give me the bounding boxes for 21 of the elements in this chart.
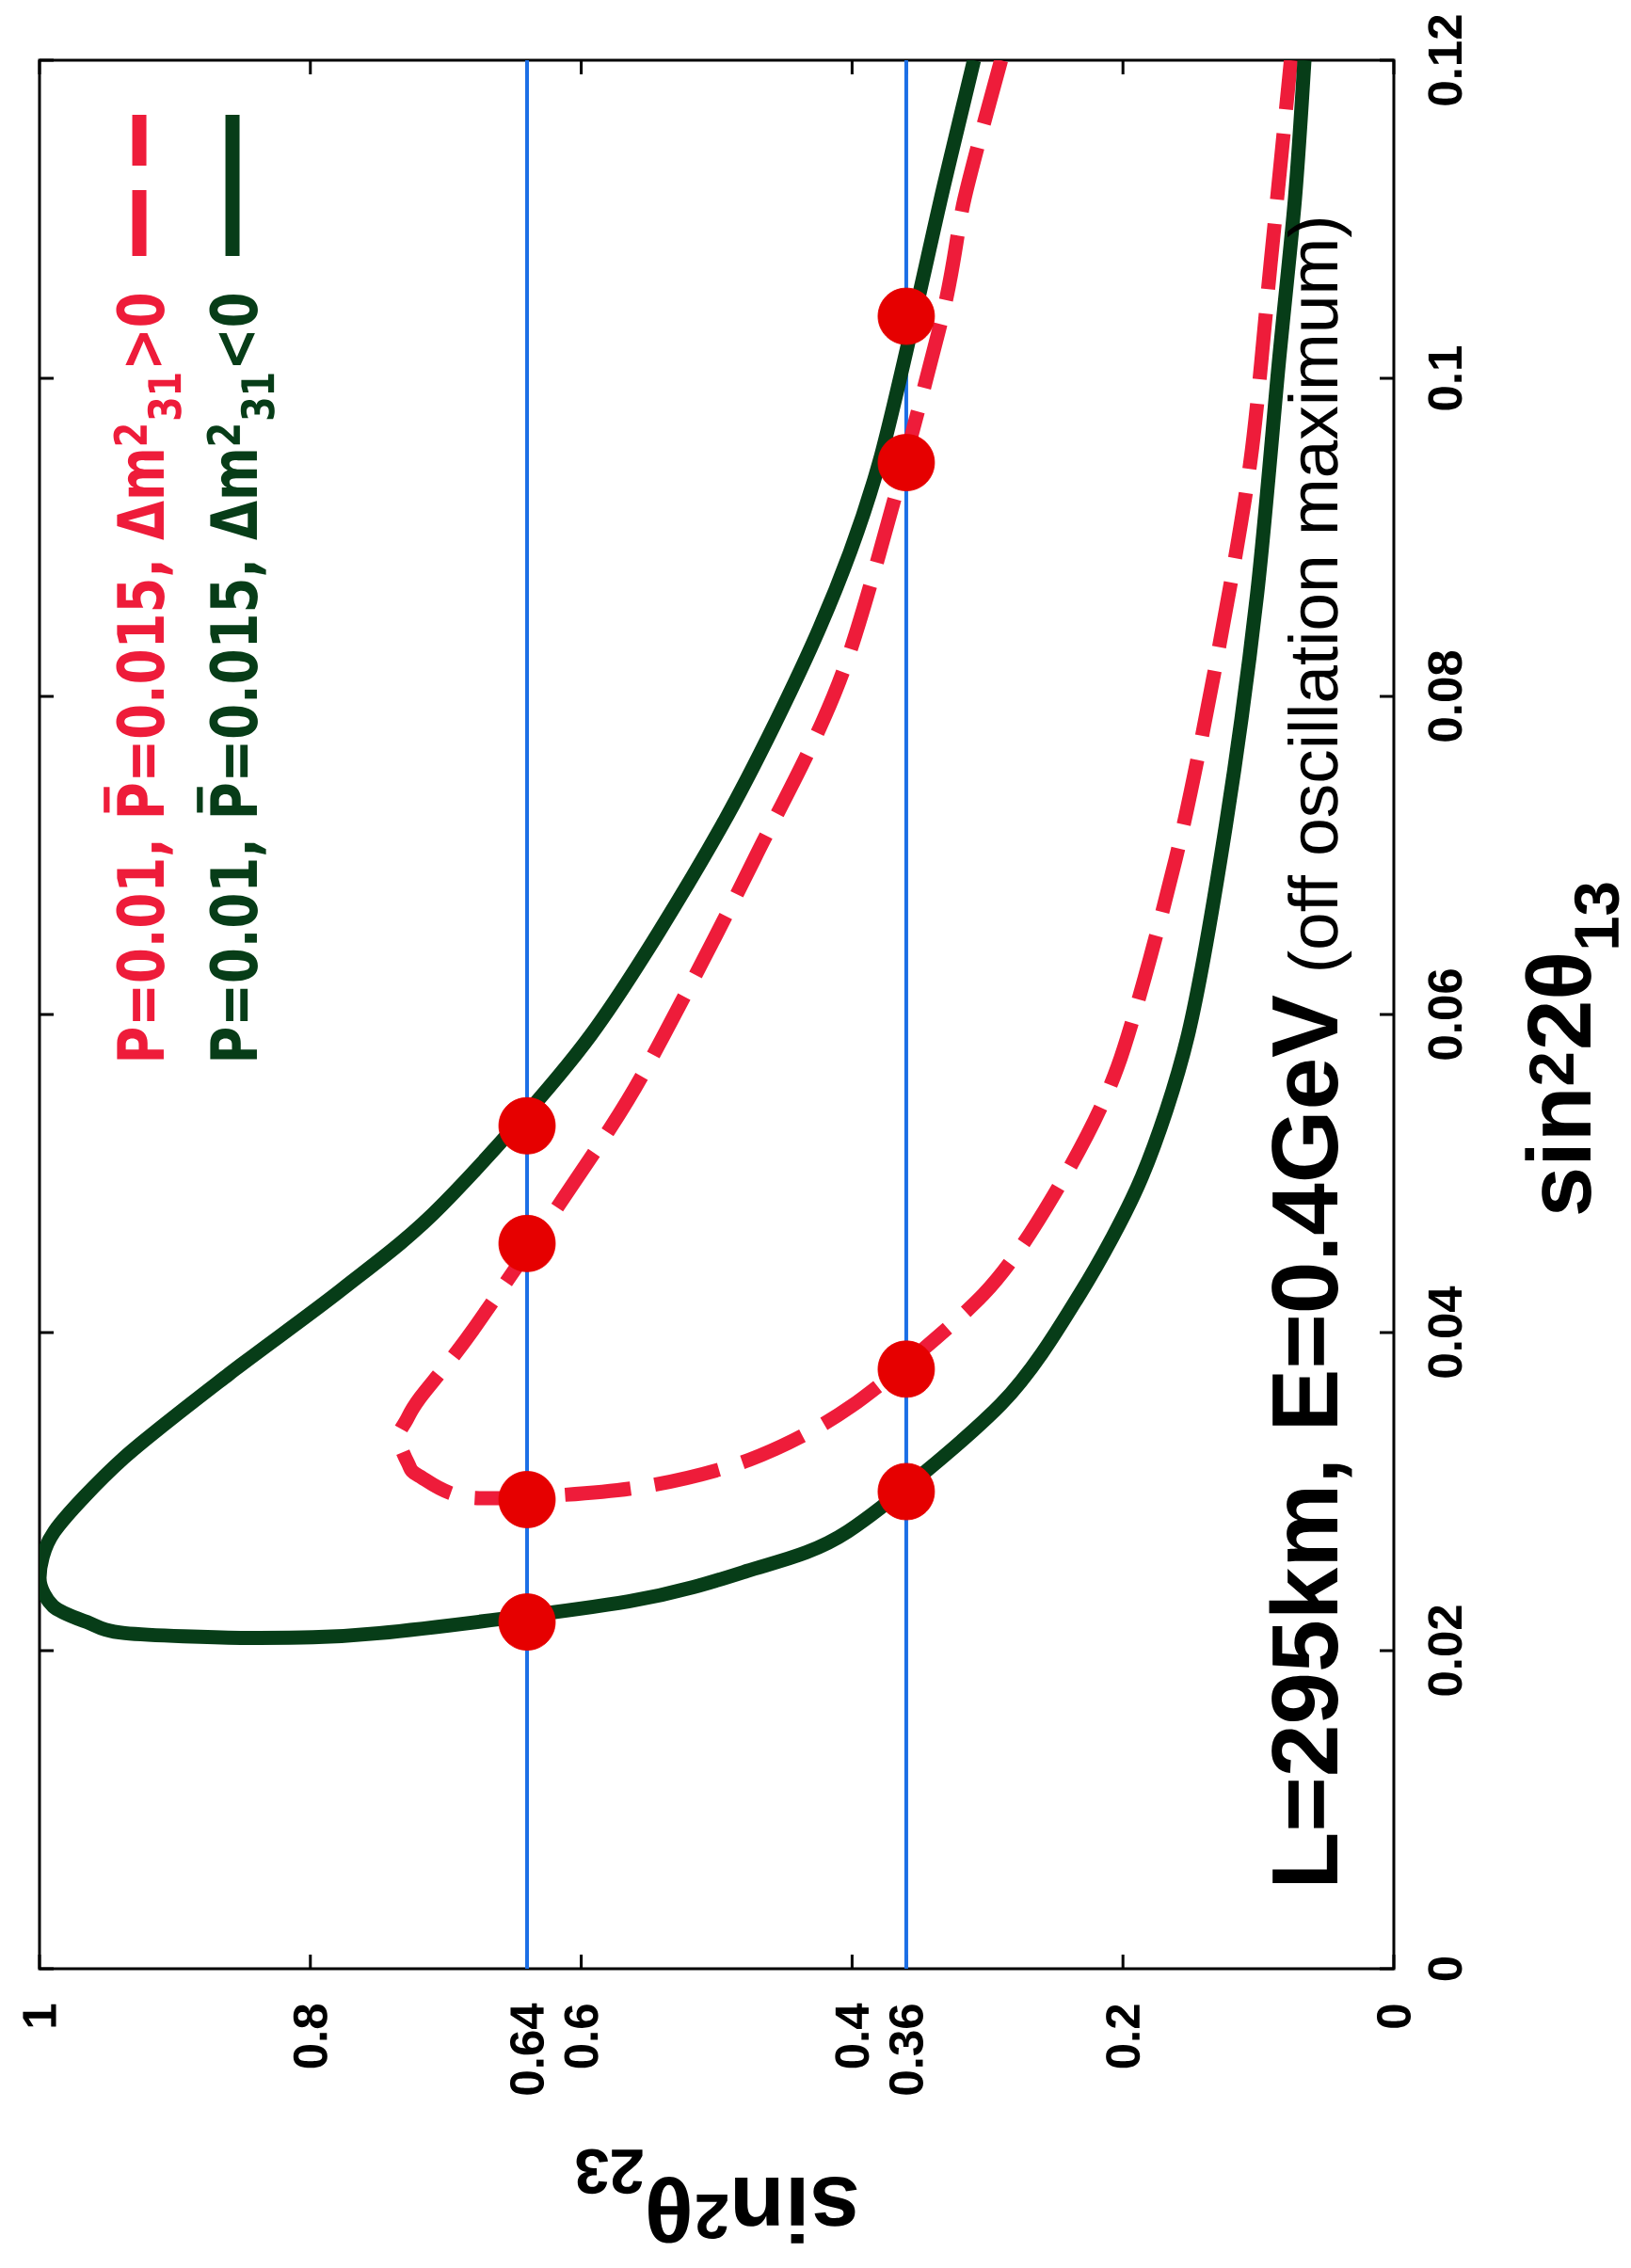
x-tick-label: 0.4 <box>835 2003 870 2068</box>
x-tick-label: 0.36 <box>888 2004 924 2095</box>
x-tick-label: 0.6 <box>564 2004 599 2068</box>
y-tick-label: 0.08 <box>1428 650 1463 742</box>
x-tick-label: 1 <box>23 2004 56 2027</box>
y-tick-label: 0.06 <box>1428 969 1463 1060</box>
y-tick-label: 0.12 <box>1428 15 1463 105</box>
x-tick-label: 0.8 <box>293 2004 328 2068</box>
annotation: (off oscillation maximum) <box>1287 218 1352 969</box>
x-tick-label: 0 <box>1376 2004 1412 2028</box>
y-tick-label: 0 <box>1428 1957 1463 1981</box>
annotation: L=295km, E=0.4GeV <box>1269 995 1352 1883</box>
x-tick-label: 0.64 <box>509 2003 545 2095</box>
x-tick-label: 0.2 <box>1106 2004 1141 2068</box>
y-axis-title: sin$^{2}$2θ$_{13}$ <box>1525 883 1620 1214</box>
text: P=0.01, P̅=0.015, Δm$^{2}$$_{31}$>0 <box>104 295 182 1060</box>
text: P=0.01, P̅=0.015, Δm$^{2}$$_{31}$<0 <box>197 295 275 1060</box>
y-tick-label: 0.1 <box>1428 345 1463 410</box>
x-axis-title: sin$^{2}$θ$_{23}$ <box>576 2148 857 2244</box>
y-tick-label: 0.02 <box>1428 1605 1463 1696</box>
y-tick-label: 0.04 <box>1428 1286 1463 1378</box>
